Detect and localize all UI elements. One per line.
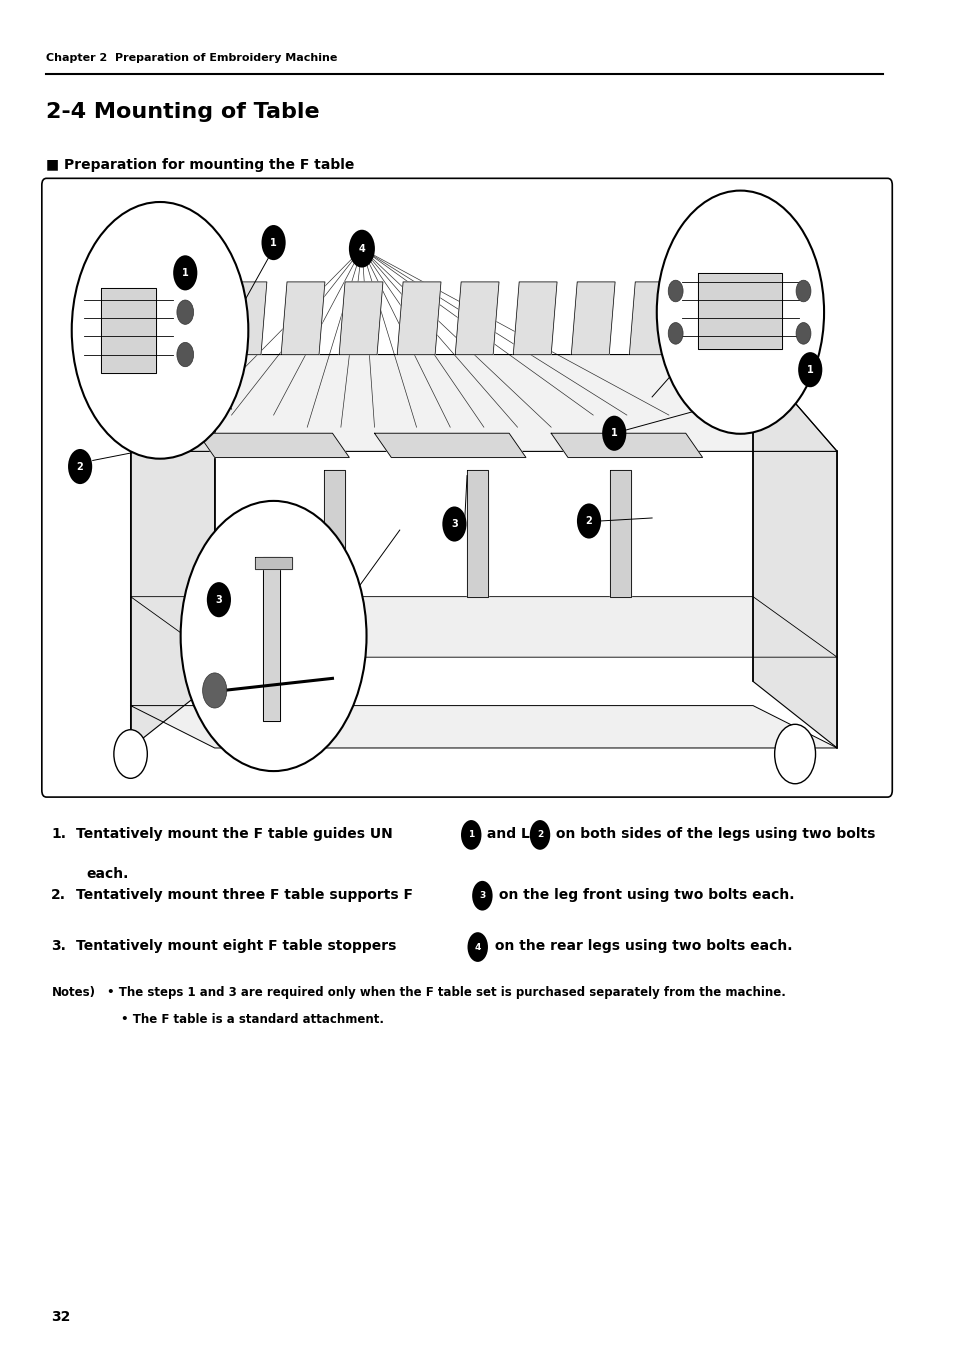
Text: ■ Preparation for mounting the F table: ■ Preparation for mounting the F table	[47, 158, 355, 172]
Circle shape	[467, 932, 487, 962]
Polygon shape	[396, 282, 440, 354]
Text: and L: and L	[482, 827, 535, 840]
Text: 2: 2	[76, 462, 84, 471]
Polygon shape	[698, 273, 781, 349]
Text: 2-4 Mounting of Table: 2-4 Mounting of Table	[47, 101, 320, 122]
FancyBboxPatch shape	[42, 178, 891, 797]
Circle shape	[261, 226, 285, 261]
Polygon shape	[281, 282, 325, 354]
Circle shape	[442, 507, 466, 542]
Polygon shape	[197, 434, 349, 458]
Text: 3: 3	[215, 594, 222, 605]
Polygon shape	[609, 470, 631, 597]
Circle shape	[667, 280, 682, 301]
Polygon shape	[324, 470, 345, 597]
Text: 1: 1	[468, 831, 474, 839]
Circle shape	[798, 353, 821, 388]
Circle shape	[529, 820, 550, 850]
Circle shape	[667, 323, 682, 345]
Polygon shape	[131, 354, 214, 748]
Circle shape	[349, 230, 375, 267]
Circle shape	[202, 673, 227, 708]
Circle shape	[176, 300, 193, 324]
Circle shape	[795, 323, 810, 345]
Polygon shape	[131, 354, 837, 451]
Polygon shape	[223, 282, 267, 354]
Text: • The F table is a standard attachment.: • The F table is a standard attachment.	[121, 1013, 383, 1027]
Circle shape	[207, 582, 231, 617]
Circle shape	[113, 730, 147, 778]
Polygon shape	[131, 705, 837, 748]
Text: 4: 4	[358, 243, 365, 254]
Polygon shape	[513, 282, 557, 354]
Text: Tentatively mount three F table supports F: Tentatively mount three F table supports…	[76, 888, 417, 901]
Text: 1: 1	[270, 238, 276, 247]
Polygon shape	[101, 288, 155, 373]
Circle shape	[68, 449, 92, 484]
Circle shape	[173, 255, 197, 290]
Circle shape	[460, 820, 481, 850]
Text: on both sides of the legs using two bolts: on both sides of the legs using two bolt…	[551, 827, 875, 840]
Polygon shape	[551, 434, 701, 458]
Text: Tentatively mount eight F table stoppers: Tentatively mount eight F table stoppers	[76, 939, 401, 952]
Text: 2.: 2.	[51, 888, 66, 901]
Polygon shape	[687, 282, 730, 354]
Text: 1: 1	[610, 428, 617, 438]
Text: 3.: 3.	[51, 939, 66, 952]
Circle shape	[176, 342, 193, 366]
Polygon shape	[254, 558, 292, 569]
Text: Tentatively mount the F table guides UN: Tentatively mount the F table guides UN	[76, 827, 397, 840]
Polygon shape	[467, 470, 488, 597]
Text: Chapter 2  Preparation of Embroidery Machine: Chapter 2 Preparation of Embroidery Mach…	[47, 54, 337, 63]
Polygon shape	[375, 434, 525, 458]
Circle shape	[795, 280, 810, 301]
Circle shape	[601, 416, 626, 451]
Text: 2: 2	[585, 516, 592, 526]
Circle shape	[577, 504, 600, 539]
Polygon shape	[131, 597, 837, 657]
Circle shape	[774, 724, 815, 784]
Text: 1: 1	[182, 267, 189, 278]
Text: 3: 3	[478, 892, 485, 900]
Text: each.: each.	[87, 867, 129, 881]
Circle shape	[71, 203, 248, 459]
Text: • The steps 1 and 3 are required only when the F table set is purchased separate: • The steps 1 and 3 are required only wh…	[107, 986, 785, 1000]
Text: 32: 32	[51, 1310, 71, 1324]
Polygon shape	[571, 282, 615, 354]
Text: on the leg front using two bolts each.: on the leg front using two bolts each.	[494, 888, 794, 901]
Polygon shape	[263, 558, 280, 720]
Polygon shape	[455, 282, 498, 354]
Text: 1.: 1.	[51, 827, 66, 840]
Circle shape	[656, 190, 823, 434]
Text: 4: 4	[474, 943, 480, 951]
Polygon shape	[339, 282, 382, 354]
Circle shape	[180, 501, 366, 771]
Polygon shape	[629, 282, 673, 354]
Text: Notes): Notes)	[52, 986, 96, 1000]
Text: 2: 2	[537, 831, 542, 839]
Text: on the rear legs using two bolts each.: on the rear legs using two bolts each.	[489, 939, 792, 952]
Text: 1: 1	[806, 365, 813, 374]
Polygon shape	[752, 354, 837, 748]
Circle shape	[472, 881, 492, 911]
Text: 3: 3	[451, 519, 457, 530]
